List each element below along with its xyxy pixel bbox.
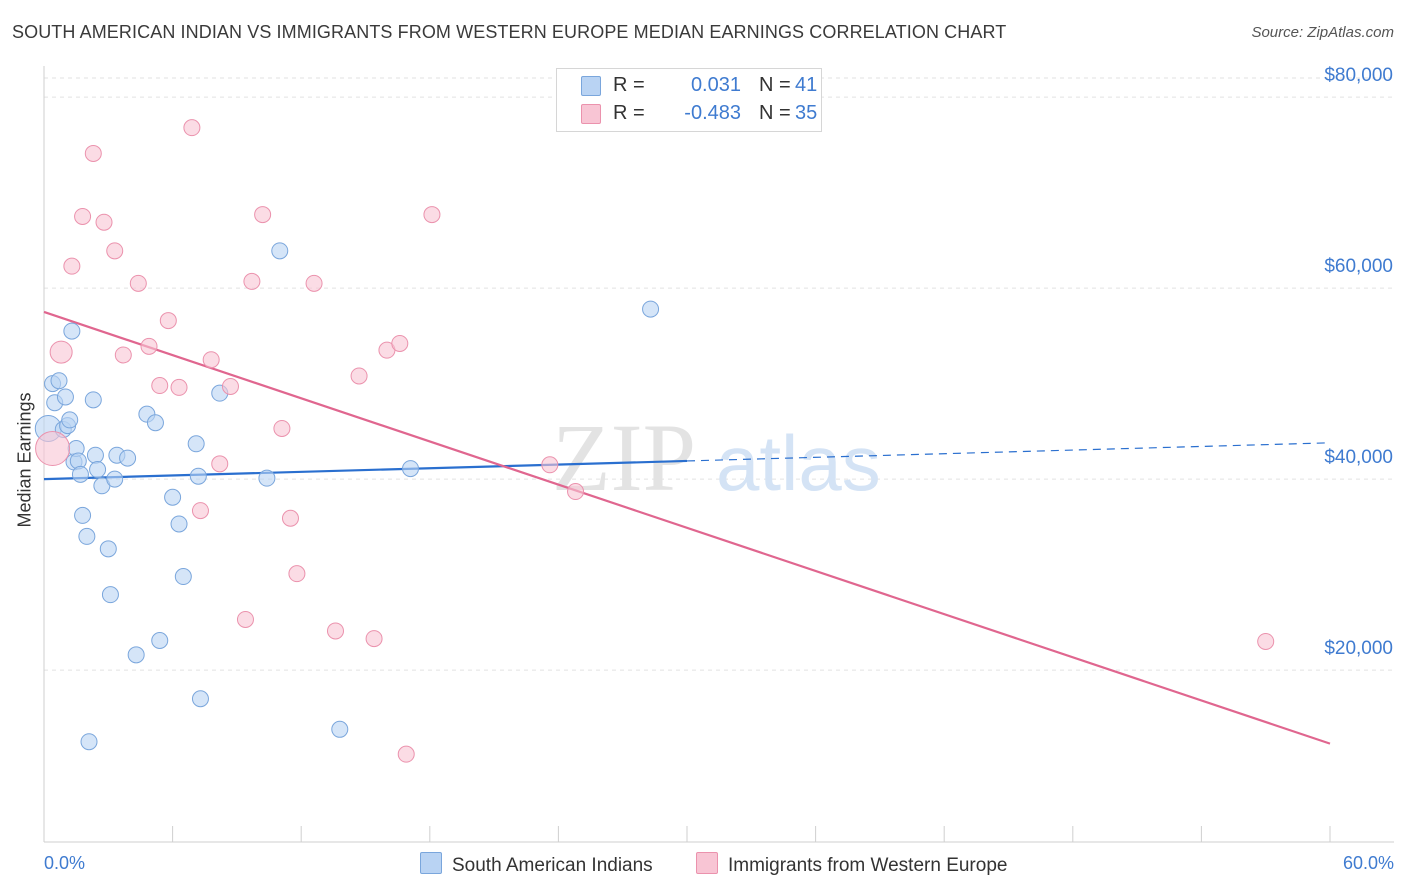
legend-n-label: N = <box>759 74 791 96</box>
data-point-blue <box>258 469 276 487</box>
series-swatch-blue <box>420 852 442 874</box>
watermark-atlas: atlas <box>716 419 881 507</box>
data-point-blue <box>151 631 169 649</box>
trend-line-extension-blue <box>686 442 1331 462</box>
data-point-blue <box>187 435 205 453</box>
watermark: ZIP atlas <box>552 404 881 511</box>
y-tick-labels: $20,000 $40,000 $60,000 $80,000 <box>1324 65 1393 659</box>
data-point-pink <box>273 419 291 437</box>
data-point-blue <box>402 460 420 478</box>
x-tick-label-max: 60.0% <box>1342 853 1394 873</box>
data-point-blue <box>331 720 349 738</box>
series-name-blue: South American Indians <box>452 855 653 876</box>
data-point-blue <box>56 388 74 406</box>
data-point-pink <box>423 206 441 224</box>
data-point-pink <box>1257 632 1275 650</box>
data-point-blue <box>78 527 96 545</box>
data-point-blue <box>170 515 188 533</box>
data-point-blue <box>74 506 92 524</box>
y-tick-label: $40,000 <box>1324 447 1393 468</box>
legend-n-label: N = <box>759 102 791 124</box>
data-point-blue <box>89 461 107 479</box>
legend-n-value: 35 <box>795 102 818 124</box>
data-point-pink <box>288 565 306 583</box>
data-point-pink <box>63 257 81 275</box>
data-point-pink <box>350 367 368 385</box>
data-point-pink <box>74 207 92 225</box>
data-point-blue <box>101 586 119 604</box>
data-point-pink <box>35 431 71 467</box>
data-point-blue <box>71 465 89 483</box>
legend-r-label: R = <box>613 74 645 96</box>
legend-r-value: -0.483 <box>684 102 741 124</box>
data-point-blue <box>271 242 289 260</box>
chart-title: SOUTH AMERICAN INDIAN VS IMMIGRANTS FROM… <box>12 22 1007 42</box>
data-point-blue <box>174 568 192 586</box>
trend-line-blue <box>43 459 688 481</box>
data-point-pink <box>159 312 177 330</box>
data-point-pink <box>541 456 559 474</box>
data-point-pink <box>114 346 132 364</box>
data-point-blue <box>50 372 68 390</box>
data-point-blue <box>99 540 117 558</box>
y-axis-label: Median Earnings <box>14 392 35 528</box>
data-point-pink <box>151 377 169 395</box>
trend-line-pink <box>43 310 1331 745</box>
data-point-pink <box>391 334 409 352</box>
data-point-blue <box>84 391 102 409</box>
legend-swatch-pink <box>581 104 601 124</box>
data-point-pink <box>254 206 272 224</box>
x-tick-label-min: 0.0% <box>44 853 86 873</box>
data-point-pink <box>191 502 209 520</box>
data-point-blue <box>63 322 81 340</box>
data-point-pink <box>106 242 124 260</box>
data-point-pink <box>183 119 201 137</box>
data-point-pink <box>281 509 299 527</box>
data-point-pink <box>567 483 585 501</box>
trend-lines <box>43 310 1331 745</box>
data-points <box>34 119 1275 763</box>
correlation-legend: R = 0.031 N = 41 R = -0.483 N = 35 <box>556 68 822 132</box>
data-point-pink <box>49 340 73 364</box>
data-point-pink <box>129 274 147 292</box>
data-point-pink <box>95 213 113 231</box>
data-point-pink <box>84 144 102 162</box>
series-legend-pink: Immigrants from Western Europe <box>696 852 1007 877</box>
grid-lines <box>44 77 1394 671</box>
series-legend-blue: South American Indians <box>420 852 653 877</box>
data-point-blue <box>642 300 660 318</box>
legend-r-value: 0.031 <box>690 74 741 96</box>
data-point-pink <box>326 622 344 640</box>
data-point-pink <box>140 337 158 355</box>
data-point-blue <box>191 690 209 708</box>
y-tick-label: $20,000 <box>1324 638 1393 659</box>
series-swatch-pink <box>696 852 718 874</box>
data-point-pink <box>365 630 383 648</box>
data-point-blue <box>106 470 124 488</box>
series-name-pink: Immigrants from Western Europe <box>728 855 1008 876</box>
y-tick-label: $80,000 <box>1324 65 1393 86</box>
y-tick-label: $60,000 <box>1324 256 1393 277</box>
data-point-pink <box>305 274 323 292</box>
legend-swatch-blue <box>581 76 601 96</box>
data-point-pink <box>170 378 188 396</box>
data-point-blue <box>119 449 137 467</box>
legend-r-label: R = <box>613 102 645 124</box>
data-point-pink <box>236 610 254 628</box>
data-point-blue <box>80 733 98 751</box>
data-point-pink <box>221 377 239 395</box>
data-point-blue <box>164 488 182 506</box>
data-point-pink <box>211 455 229 473</box>
data-point-blue <box>127 646 145 664</box>
data-point-blue <box>189 467 207 485</box>
legend-n-value: 41 <box>795 74 818 96</box>
data-point-pink <box>243 272 261 290</box>
data-point-blue <box>86 446 104 464</box>
data-point-blue <box>61 411 79 429</box>
data-point-pink <box>397 745 415 763</box>
data-point-pink <box>202 351 220 369</box>
data-point-blue <box>146 414 164 432</box>
source-label: Source: ZipAtlas.com <box>1251 24 1394 41</box>
